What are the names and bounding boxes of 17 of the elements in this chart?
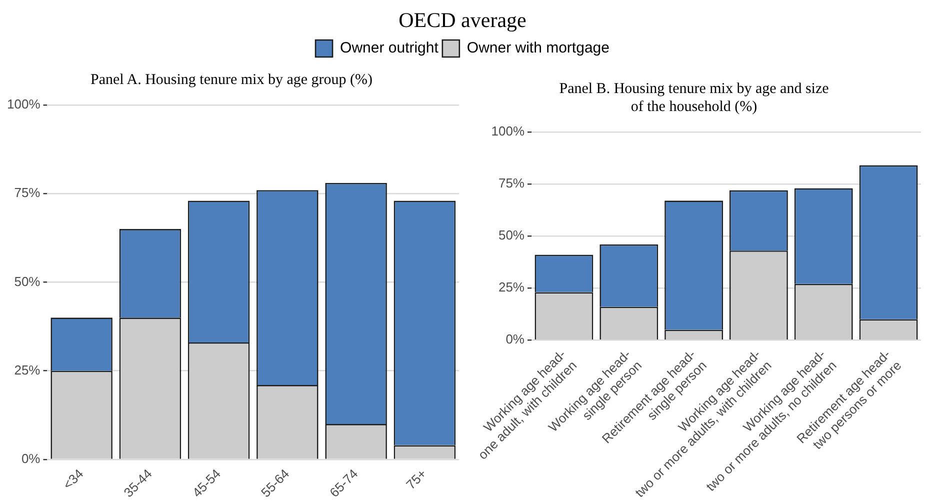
y-tick-label: 75% bbox=[14, 185, 41, 200]
y-tick-label: 50% bbox=[498, 228, 525, 243]
x-tick-label: <34 bbox=[60, 466, 86, 492]
y-tick-label: 25% bbox=[498, 280, 525, 295]
chart-title: Panel B. Housing tenure mix by age and size of the household (%) bbox=[559, 80, 830, 115]
y-tick-label: 0% bbox=[506, 332, 525, 347]
y-tick-label: 25% bbox=[14, 362, 41, 378]
y-tick-label: 0% bbox=[21, 451, 41, 466]
legend-label: Owner outright bbox=[340, 40, 440, 57]
y-tick-label: 75% bbox=[498, 176, 525, 191]
x-tick-label: 75+ bbox=[403, 466, 430, 492]
legend-label: Owner with mortgage bbox=[466, 40, 610, 57]
y-tick-label: 100% bbox=[491, 124, 525, 139]
y-tick-label: 50% bbox=[14, 274, 41, 289]
y-tick-label: 100% bbox=[7, 96, 41, 112]
text: OECD average bbox=[398, 7, 526, 33]
chart-title: Panel A. Housing tenure mix by age group (%) bbox=[90, 72, 373, 88]
